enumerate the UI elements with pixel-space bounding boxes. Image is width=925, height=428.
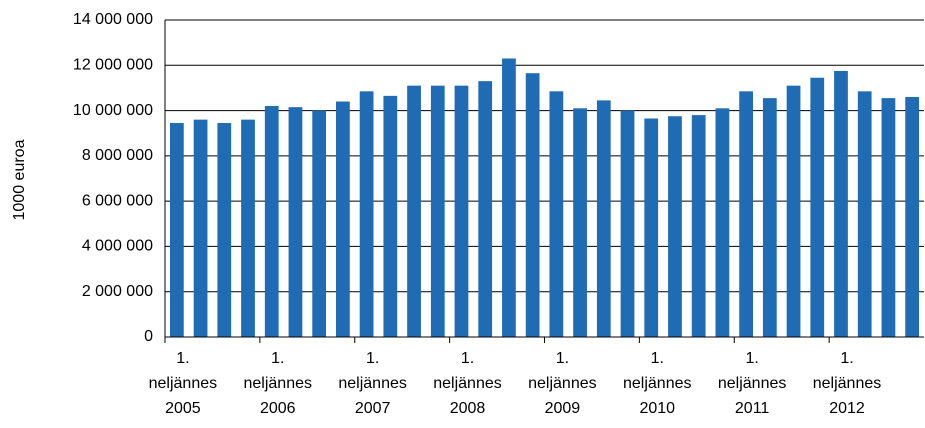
bar [478,81,493,337]
bar [905,96,920,337]
bar [336,101,350,337]
bar [620,110,635,337]
y-tick-label: 2 000 000 [82,283,153,300]
x-tick-label: 1. neljännes 2011 [718,350,787,417]
bar [169,123,184,338]
bar [312,110,327,337]
bar [715,108,730,337]
bar [264,106,279,338]
bar [739,91,753,337]
bar [644,118,659,337]
bar [573,108,587,337]
x-tick-label: 1. neljännes 2008 [433,350,502,417]
bar [786,85,801,338]
bar [810,77,825,337]
bar [241,119,255,337]
bar [502,58,516,337]
bar [668,116,682,337]
bar [288,107,303,337]
y-tick-label: 4 000 000 [82,238,153,255]
x-tick-label: 1. neljännes 2012 [813,350,882,417]
y-tick-label: 14 000 000 [73,11,153,28]
bar [359,91,374,337]
y-tick-label: 8 000 000 [82,147,153,164]
bar [834,70,848,338]
x-tick-label: 1. neljännes 2007 [338,350,407,417]
x-tick-label: 1. neljännes 2005 [149,350,218,417]
bar [549,91,564,337]
x-tick-label: 1. neljännes 2010 [623,350,692,417]
x-tick-label: 1. neljännes 2009 [528,350,597,417]
bar [430,85,445,338]
bar [383,95,398,337]
y-tick-label: 6 000 000 [82,192,153,209]
bar [217,123,232,338]
bar [762,98,777,337]
y-tick-label: 10 000 000 [73,102,153,119]
bar [525,73,540,337]
bar [881,98,896,337]
bar [193,119,208,337]
y-axis-label: 1000 euroa [11,139,28,220]
bar [691,115,706,337]
bar [596,100,611,337]
x-tick-label: 1. neljännes 2006 [243,350,312,417]
bar [407,85,421,338]
y-tick-label: 0 [144,328,153,345]
y-tick-label: 12 000 000 [73,57,153,74]
bar [454,85,469,338]
bar [857,91,872,337]
